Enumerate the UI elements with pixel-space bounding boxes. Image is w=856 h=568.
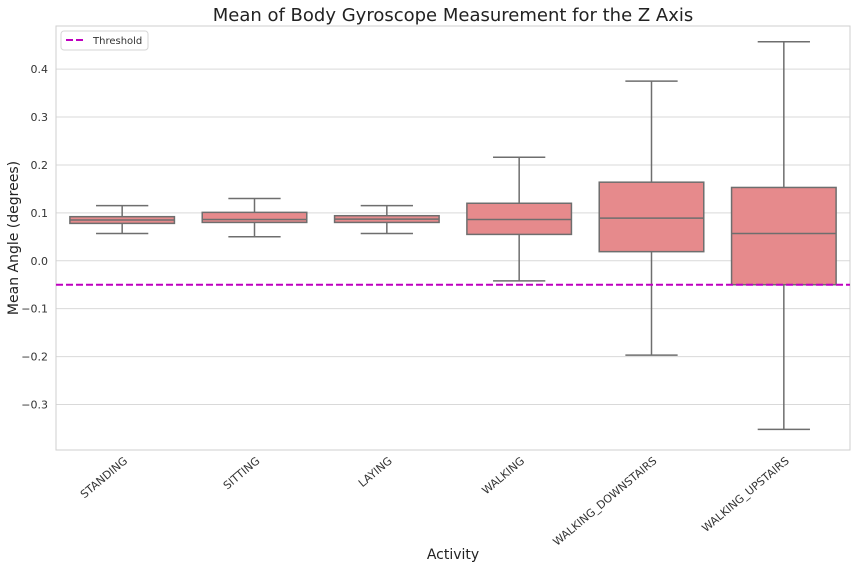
x-tick-label: WALKING [480, 454, 528, 497]
legend: Threshold [60, 30, 149, 51]
iqr-box [598, 181, 705, 253]
box-walking-upstairs [730, 41, 837, 431]
y-tick-label: −0.3 [21, 398, 48, 411]
y-axis-ticks: −0.3 −0.2 −0.1 0.0 0.1 0.2 0.3 0.4 [21, 63, 48, 411]
x-tick-label: WALKING_DOWNSTAIRS [551, 454, 660, 548]
plot-frame [55, 25, 851, 451]
y-tick-label: −0.1 [21, 303, 48, 316]
iqr-box [730, 186, 837, 286]
x-axis-ticks: STANDING SITTING LAYING WALKING WALKING_DOWN… [78, 454, 792, 548]
y-tick-label: 0.4 [31, 63, 49, 76]
plot-area [55, 25, 851, 451]
y-tick-label: 0.0 [31, 255, 49, 268]
y-tick-label: 0.1 [31, 207, 49, 220]
iqr-box [201, 211, 308, 224]
y-tick-label: 0.2 [31, 159, 49, 172]
box-laying [333, 204, 440, 235]
y-tick-label: −0.2 [21, 351, 48, 364]
boxes [69, 41, 837, 431]
y-axis-label: Mean Angle (degrees) [6, 161, 22, 315]
box-standing [69, 204, 176, 235]
box-walking-downstairs [598, 80, 705, 356]
x-tick-label: SITTING [221, 454, 263, 492]
legend-threshold-label: Threshold [92, 36, 142, 47]
x-tick-label: STANDING [78, 454, 130, 501]
y-tick-label: 0.3 [31, 111, 49, 124]
legend-box [60, 30, 149, 51]
x-axis-label: Activity [427, 547, 479, 563]
gridlines [56, 68, 850, 405]
x-tick-label: WALKING_UPSTAIRS [699, 454, 791, 534]
box-walking [466, 156, 573, 282]
box-sitting [201, 197, 308, 238]
x-tick-label: LAYING [356, 454, 395, 490]
chart-title: Mean of Body Gyroscope Measurement for t… [213, 5, 694, 26]
